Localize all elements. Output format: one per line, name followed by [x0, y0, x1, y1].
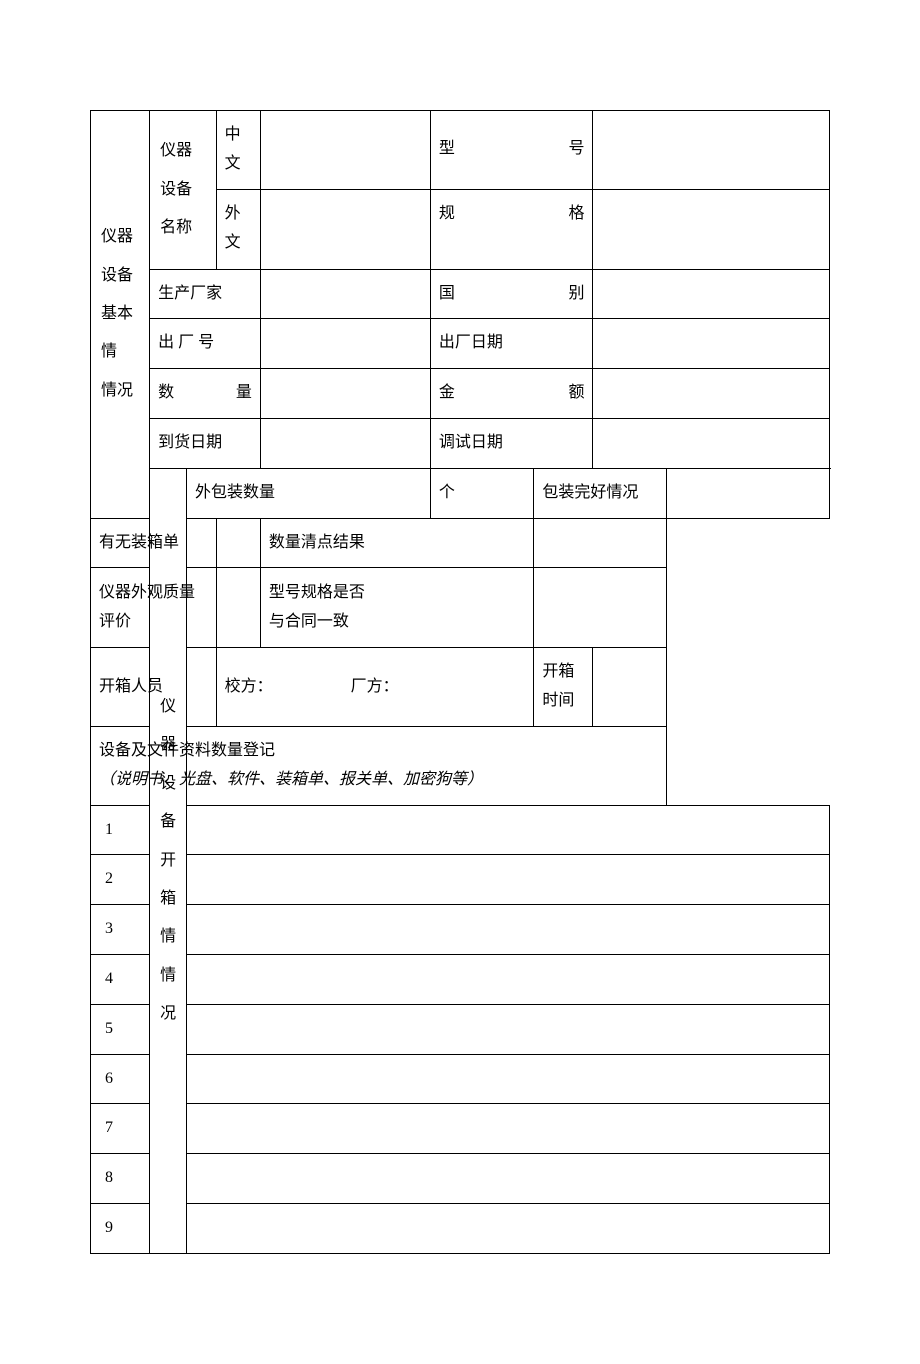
quantity-label: 数 量	[150, 369, 261, 419]
doc-row-num: 4	[91, 954, 150, 1004]
doc-row-value	[187, 855, 830, 905]
doc-row-num: 5	[91, 1004, 150, 1054]
qty-check-value	[534, 518, 667, 568]
equipment-form-table: 仪器 设备 基本情 情况 仪器 设备 名称 中文 型 号 外文 规 格 生产厂家…	[90, 110, 830, 1254]
name-chinese-label: 中文	[216, 111, 260, 190]
pkg-condition-label: 包装完好情况	[534, 468, 667, 518]
serial-value	[260, 319, 430, 369]
table-row: 仪器外观质量 评价 型号规格是否 与合同一致	[91, 568, 830, 648]
table-row: 2	[91, 855, 830, 905]
equipment-name-label: 仪器 设备 名称	[150, 111, 216, 270]
quantity-value	[260, 369, 430, 419]
debug-date-value	[593, 418, 829, 468]
appearance-value	[216, 568, 260, 648]
debug-date-label: 调试日期	[430, 418, 593, 468]
table-row: 开箱人员 校方： 厂方： 开箱时间	[91, 648, 830, 727]
table-row: 数 量 金 额	[91, 369, 830, 419]
table-row: 有无装箱单 数量清点结果	[91, 518, 830, 568]
table-row: 生产厂家 国 别	[91, 269, 830, 319]
spec-match-value	[534, 568, 667, 648]
manufacturer-label: 生产厂家	[150, 269, 261, 319]
spec-match-label: 型号规格是否 与合同一致	[260, 568, 533, 648]
name-foreign-value	[260, 189, 430, 269]
qty-check-label: 数量清点结果	[260, 518, 533, 568]
spec-value	[593, 189, 829, 269]
packing-list-value	[216, 518, 260, 568]
open-time-value	[593, 648, 667, 727]
table-row: 9	[91, 1203, 830, 1253]
arrival-date-label: 到货日期	[150, 418, 261, 468]
doc-row-num: 6	[91, 1054, 150, 1104]
table-row: 3	[91, 905, 830, 955]
serial-label: 出 厂 号	[150, 319, 261, 369]
country-value	[593, 269, 829, 319]
doc-row-value	[187, 905, 830, 955]
pkg-condition-value	[667, 468, 830, 518]
pkg-count-value: 个	[430, 468, 533, 518]
opener-label: 开箱人员	[91, 648, 217, 727]
doc-row-num: 2	[91, 855, 150, 905]
doc-row-num: 9	[91, 1203, 150, 1253]
doc-registration-heading: 设备及文件资料数量登记（说明书、光盘、软件、装箱单、报关单、加密狗等）	[91, 726, 667, 805]
table-row: 4	[91, 954, 830, 1004]
amount-value	[593, 369, 829, 419]
doc-row-value	[187, 1004, 830, 1054]
pkg-count-label: 外包装数量	[187, 468, 431, 518]
table-row: 7	[91, 1104, 830, 1154]
arrival-date-value	[260, 418, 430, 468]
amount-label: 金 额	[430, 369, 593, 419]
doc-row-value	[187, 1104, 830, 1154]
table-row: 8	[91, 1154, 830, 1204]
packing-list-label: 有无装箱单	[91, 518, 217, 568]
factory-date-value	[593, 319, 829, 369]
table-row: 仪器 设备 基本情 情况 仪器 设备 名称 中文 型 号	[91, 111, 830, 190]
doc-row-value	[187, 1154, 830, 1204]
open-time-label: 开箱时间	[534, 648, 593, 727]
doc-row-value	[187, 954, 830, 1004]
model-value	[593, 111, 829, 190]
doc-row-num: 7	[91, 1104, 150, 1154]
manufacturer-value	[260, 269, 430, 319]
factory-date-label: 出厂日期	[430, 319, 593, 369]
table-row: 5	[91, 1004, 830, 1054]
spec-label: 规 格	[430, 189, 593, 269]
name-chinese-value	[260, 111, 430, 190]
table-row: 仪器 设备 开箱情 情况 外包装数量 个 包装完好情况	[91, 468, 830, 518]
table-row: 6	[91, 1054, 830, 1104]
section-basic-info: 仪器 设备 基本情 情况	[91, 111, 150, 519]
model-label: 型 号	[430, 111, 593, 190]
appearance-label: 仪器外观质量 评价	[91, 568, 217, 648]
table-row: 设备及文件资料数量登记（说明书、光盘、软件、装箱单、报关单、加密狗等）	[91, 726, 830, 805]
doc-row-num: 8	[91, 1154, 150, 1204]
name-foreign-label: 外文	[216, 189, 260, 269]
doc-row-num: 1	[91, 805, 150, 855]
doc-row-value	[187, 1203, 830, 1253]
table-row: 到货日期 调试日期	[91, 418, 830, 468]
table-row: 出 厂 号 出厂日期	[91, 319, 830, 369]
doc-row-value	[187, 1054, 830, 1104]
table-row: 1	[91, 805, 830, 855]
doc-row-num: 3	[91, 905, 150, 955]
doc-row-value	[187, 805, 830, 855]
country-label: 国 别	[430, 269, 593, 319]
opener-value: 校方： 厂方：	[216, 648, 534, 727]
